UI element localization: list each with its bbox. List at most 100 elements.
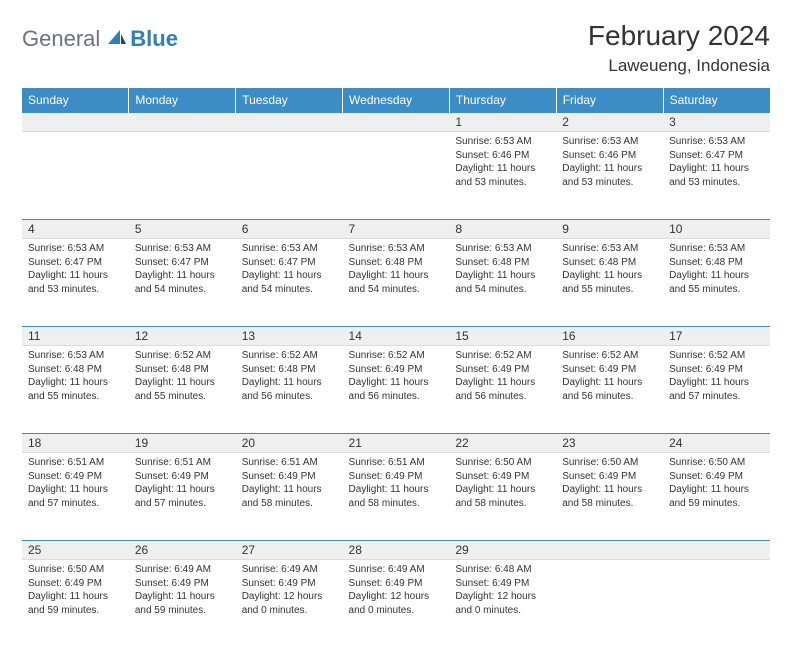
logo-sail-icon [106, 28, 128, 51]
week-4-content-row: Sunrise: 6:50 AMSunset: 6:49 PMDaylight:… [22, 560, 770, 648]
sunrise-line: Sunrise: 6:53 AM [455, 135, 550, 149]
sunrise-line: Sunrise: 6:52 AM [455, 349, 550, 363]
sunset-line: Sunset: 6:47 PM [28, 256, 123, 270]
day-3-content: Sunrise: 6:53 AMSunset: 6:47 PMDaylight:… [663, 132, 770, 220]
logo: General Blue [22, 20, 178, 52]
day-20-number: 20 [236, 434, 343, 453]
day-1-number: 1 [449, 113, 556, 132]
week-2-daynum-row: 11121314151617 [22, 327, 770, 346]
day-13-content: Sunrise: 6:52 AMSunset: 6:48 PMDaylight:… [236, 346, 343, 434]
sunrise-line: Sunrise: 6:51 AM [242, 456, 337, 470]
dayname-sunday: Sunday [22, 88, 129, 113]
day-21-content: Sunrise: 6:51 AMSunset: 6:49 PMDaylight:… [343, 453, 450, 541]
dayname-friday: Friday [556, 88, 663, 113]
sunset-line: Sunset: 6:49 PM [562, 363, 657, 377]
week-0-content-row: Sunrise: 6:53 AMSunset: 6:46 PMDaylight:… [22, 132, 770, 220]
empty-cell [663, 560, 770, 648]
day-15-content: Sunrise: 6:52 AMSunset: 6:49 PMDaylight:… [449, 346, 556, 434]
daylight-line: Daylight: 11 hours and 58 minutes. [562, 483, 657, 510]
daylight-line: Daylight: 12 hours and 0 minutes. [455, 590, 550, 617]
day-22-number: 22 [449, 434, 556, 453]
week-3-daynum-row: 18192021222324 [22, 434, 770, 453]
sunrise-line: Sunrise: 6:53 AM [28, 242, 123, 256]
day-23-content: Sunrise: 6:50 AMSunset: 6:49 PMDaylight:… [556, 453, 663, 541]
sunset-line: Sunset: 6:49 PM [135, 470, 230, 484]
sunrise-line: Sunrise: 6:48 AM [455, 563, 550, 577]
day-29-number: 29 [449, 541, 556, 560]
sunrise-line: Sunrise: 6:53 AM [455, 242, 550, 256]
day-10-content: Sunrise: 6:53 AMSunset: 6:48 PMDaylight:… [663, 239, 770, 327]
day-21-number: 21 [343, 434, 450, 453]
sunrise-line: Sunrise: 6:50 AM [455, 456, 550, 470]
empty-daynum [129, 113, 236, 132]
empty-daynum [22, 113, 129, 132]
dayname-tuesday: Tuesday [236, 88, 343, 113]
day-7-number: 7 [343, 220, 450, 239]
daylight-line: Daylight: 11 hours and 54 minutes. [349, 269, 444, 296]
sunset-line: Sunset: 6:48 PM [669, 256, 764, 270]
daylight-line: Daylight: 11 hours and 56 minutes. [349, 376, 444, 403]
daylight-line: Daylight: 11 hours and 59 minutes. [28, 590, 123, 617]
sunset-line: Sunset: 6:48 PM [135, 363, 230, 377]
empty-cell [236, 132, 343, 220]
sunrise-line: Sunrise: 6:49 AM [242, 563, 337, 577]
dayname-monday: Monday [129, 88, 236, 113]
day-24-content: Sunrise: 6:50 AMSunset: 6:49 PMDaylight:… [663, 453, 770, 541]
sunset-line: Sunset: 6:49 PM [455, 577, 550, 591]
sunset-line: Sunset: 6:49 PM [669, 470, 764, 484]
sunrise-line: Sunrise: 6:53 AM [669, 135, 764, 149]
daylight-line: Daylight: 11 hours and 59 minutes. [669, 483, 764, 510]
week-4-daynum-row: 2526272829 [22, 541, 770, 560]
daylight-line: Daylight: 11 hours and 55 minutes. [135, 376, 230, 403]
sunrise-line: Sunrise: 6:49 AM [349, 563, 444, 577]
week-1-content-row: Sunrise: 6:53 AMSunset: 6:47 PMDaylight:… [22, 239, 770, 327]
daylight-line: Daylight: 11 hours and 58 minutes. [349, 483, 444, 510]
daylight-line: Daylight: 11 hours and 53 minutes. [28, 269, 123, 296]
day-8-number: 8 [449, 220, 556, 239]
day-11-content: Sunrise: 6:53 AMSunset: 6:48 PMDaylight:… [22, 346, 129, 434]
dayname-wednesday: Wednesday [343, 88, 450, 113]
day-16-content: Sunrise: 6:52 AMSunset: 6:49 PMDaylight:… [556, 346, 663, 434]
sunset-line: Sunset: 6:49 PM [669, 363, 764, 377]
daylight-line: Daylight: 11 hours and 58 minutes. [242, 483, 337, 510]
sunset-line: Sunset: 6:49 PM [242, 470, 337, 484]
day-27-number: 27 [236, 541, 343, 560]
sunrise-line: Sunrise: 6:53 AM [669, 242, 764, 256]
sunrise-line: Sunrise: 6:50 AM [562, 456, 657, 470]
sunset-line: Sunset: 6:49 PM [349, 363, 444, 377]
sunset-line: Sunset: 6:47 PM [135, 256, 230, 270]
sunrise-line: Sunrise: 6:49 AM [135, 563, 230, 577]
sunrise-line: Sunrise: 6:53 AM [242, 242, 337, 256]
location: Laweueng, Indonesia [588, 56, 770, 76]
daylight-line: Daylight: 11 hours and 54 minutes. [242, 269, 337, 296]
sunset-line: Sunset: 6:49 PM [562, 470, 657, 484]
sunrise-line: Sunrise: 6:53 AM [28, 349, 123, 363]
sunset-line: Sunset: 6:47 PM [242, 256, 337, 270]
daylight-line: Daylight: 11 hours and 54 minutes. [455, 269, 550, 296]
day-4-number: 4 [22, 220, 129, 239]
day-28-number: 28 [343, 541, 450, 560]
day-16-number: 16 [556, 327, 663, 346]
calendar-table: SundayMondayTuesdayWednesdayThursdayFrid… [22, 88, 770, 648]
sunrise-line: Sunrise: 6:53 AM [349, 242, 444, 256]
daylight-line: Daylight: 12 hours and 0 minutes. [242, 590, 337, 617]
empty-daynum [663, 541, 770, 560]
day-9-content: Sunrise: 6:53 AMSunset: 6:48 PMDaylight:… [556, 239, 663, 327]
day-18-number: 18 [22, 434, 129, 453]
daylight-line: Daylight: 11 hours and 53 minutes. [669, 162, 764, 189]
daylight-line: Daylight: 12 hours and 0 minutes. [349, 590, 444, 617]
empty-daynum [556, 541, 663, 560]
day-14-content: Sunrise: 6:52 AMSunset: 6:49 PMDaylight:… [343, 346, 450, 434]
sunrise-line: Sunrise: 6:50 AM [669, 456, 764, 470]
day-26-number: 26 [129, 541, 236, 560]
day-20-content: Sunrise: 6:51 AMSunset: 6:49 PMDaylight:… [236, 453, 343, 541]
sunrise-line: Sunrise: 6:51 AM [349, 456, 444, 470]
daylight-line: Daylight: 11 hours and 55 minutes. [562, 269, 657, 296]
sunset-line: Sunset: 6:49 PM [242, 577, 337, 591]
day-17-number: 17 [663, 327, 770, 346]
daylight-line: Daylight: 11 hours and 53 minutes. [455, 162, 550, 189]
sunrise-line: Sunrise: 6:53 AM [562, 135, 657, 149]
day-8-content: Sunrise: 6:53 AMSunset: 6:48 PMDaylight:… [449, 239, 556, 327]
dayname-row: SundayMondayTuesdayWednesdayThursdayFrid… [22, 88, 770, 113]
sunrise-line: Sunrise: 6:53 AM [135, 242, 230, 256]
